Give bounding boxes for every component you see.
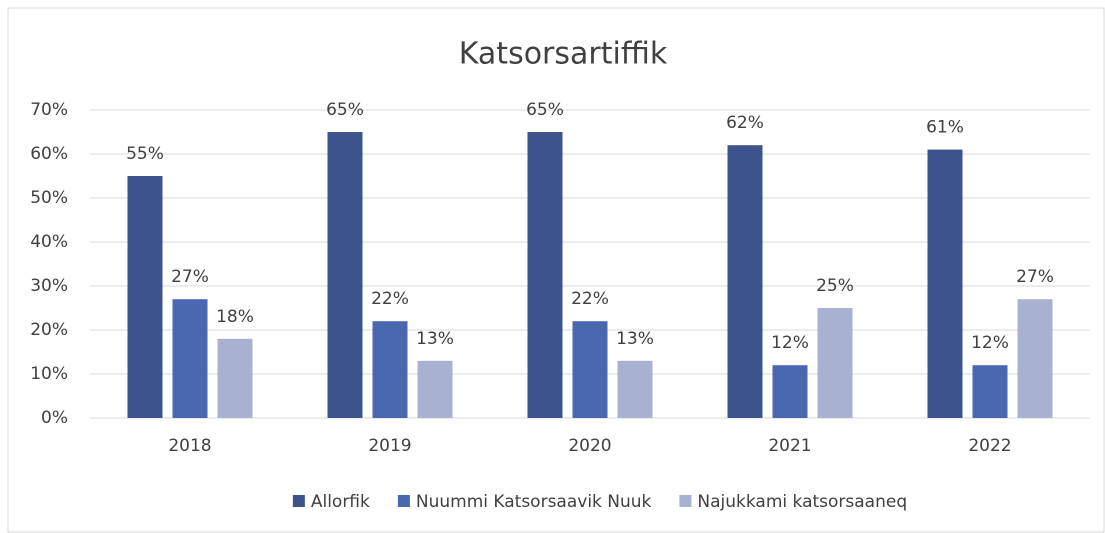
data-label: 12% — [771, 333, 809, 353]
bar — [127, 176, 163, 418]
legend-swatch — [397, 495, 410, 507]
data-label: 27% — [171, 267, 209, 287]
data-label: 22% — [371, 289, 409, 309]
y-tick-label: 30% — [30, 276, 68, 296]
bar — [327, 132, 363, 418]
bar — [572, 321, 608, 418]
data-label: 55% — [126, 144, 164, 164]
data-label: 13% — [416, 329, 454, 349]
bar — [617, 360, 653, 418]
data-label: 18% — [216, 307, 254, 327]
data-label: 61% — [926, 118, 964, 138]
x-tick-label: 2018 — [168, 436, 211, 456]
data-label: 25% — [816, 276, 854, 296]
x-tick-label: 2019 — [368, 436, 411, 456]
data-label: 62% — [726, 113, 764, 133]
bar — [417, 360, 453, 418]
legend-label: Najukkami katsorsaaneq — [697, 492, 907, 512]
y-tick-label: 50% — [30, 188, 68, 208]
x-tick-label: 2021 — [768, 436, 811, 456]
legend-label: Nuummi Katsorsaavik Nuuk — [416, 492, 652, 512]
bar — [927, 149, 963, 418]
legend-swatch — [292, 495, 305, 507]
y-tick-label: 70% — [30, 100, 68, 120]
bar — [372, 321, 408, 418]
legend-swatch — [679, 495, 692, 507]
bar — [972, 365, 1008, 418]
y-tick-label: 0% — [41, 408, 68, 428]
legend-label: Allorfik — [311, 492, 370, 512]
bar — [217, 338, 253, 418]
bar — [772, 365, 808, 418]
x-tick-label: 2020 — [568, 436, 611, 456]
y-tick-label: 10% — [30, 364, 68, 384]
data-label: 13% — [616, 329, 654, 349]
bar — [727, 145, 763, 418]
y-tick-label: 20% — [30, 320, 68, 340]
data-label: 22% — [571, 289, 609, 309]
data-label: 12% — [971, 333, 1009, 353]
data-label: 65% — [526, 100, 564, 120]
y-tick-label: 60% — [30, 144, 68, 164]
bar — [1017, 299, 1053, 418]
bar — [817, 308, 853, 418]
data-label: 65% — [326, 100, 364, 120]
bar — [172, 299, 208, 418]
bar — [527, 132, 563, 418]
chart-title: Katsorsartiffik — [459, 37, 668, 72]
x-tick-label: 2022 — [968, 436, 1011, 456]
y-tick-label: 40% — [30, 232, 68, 252]
data-label: 27% — [1016, 267, 1054, 287]
